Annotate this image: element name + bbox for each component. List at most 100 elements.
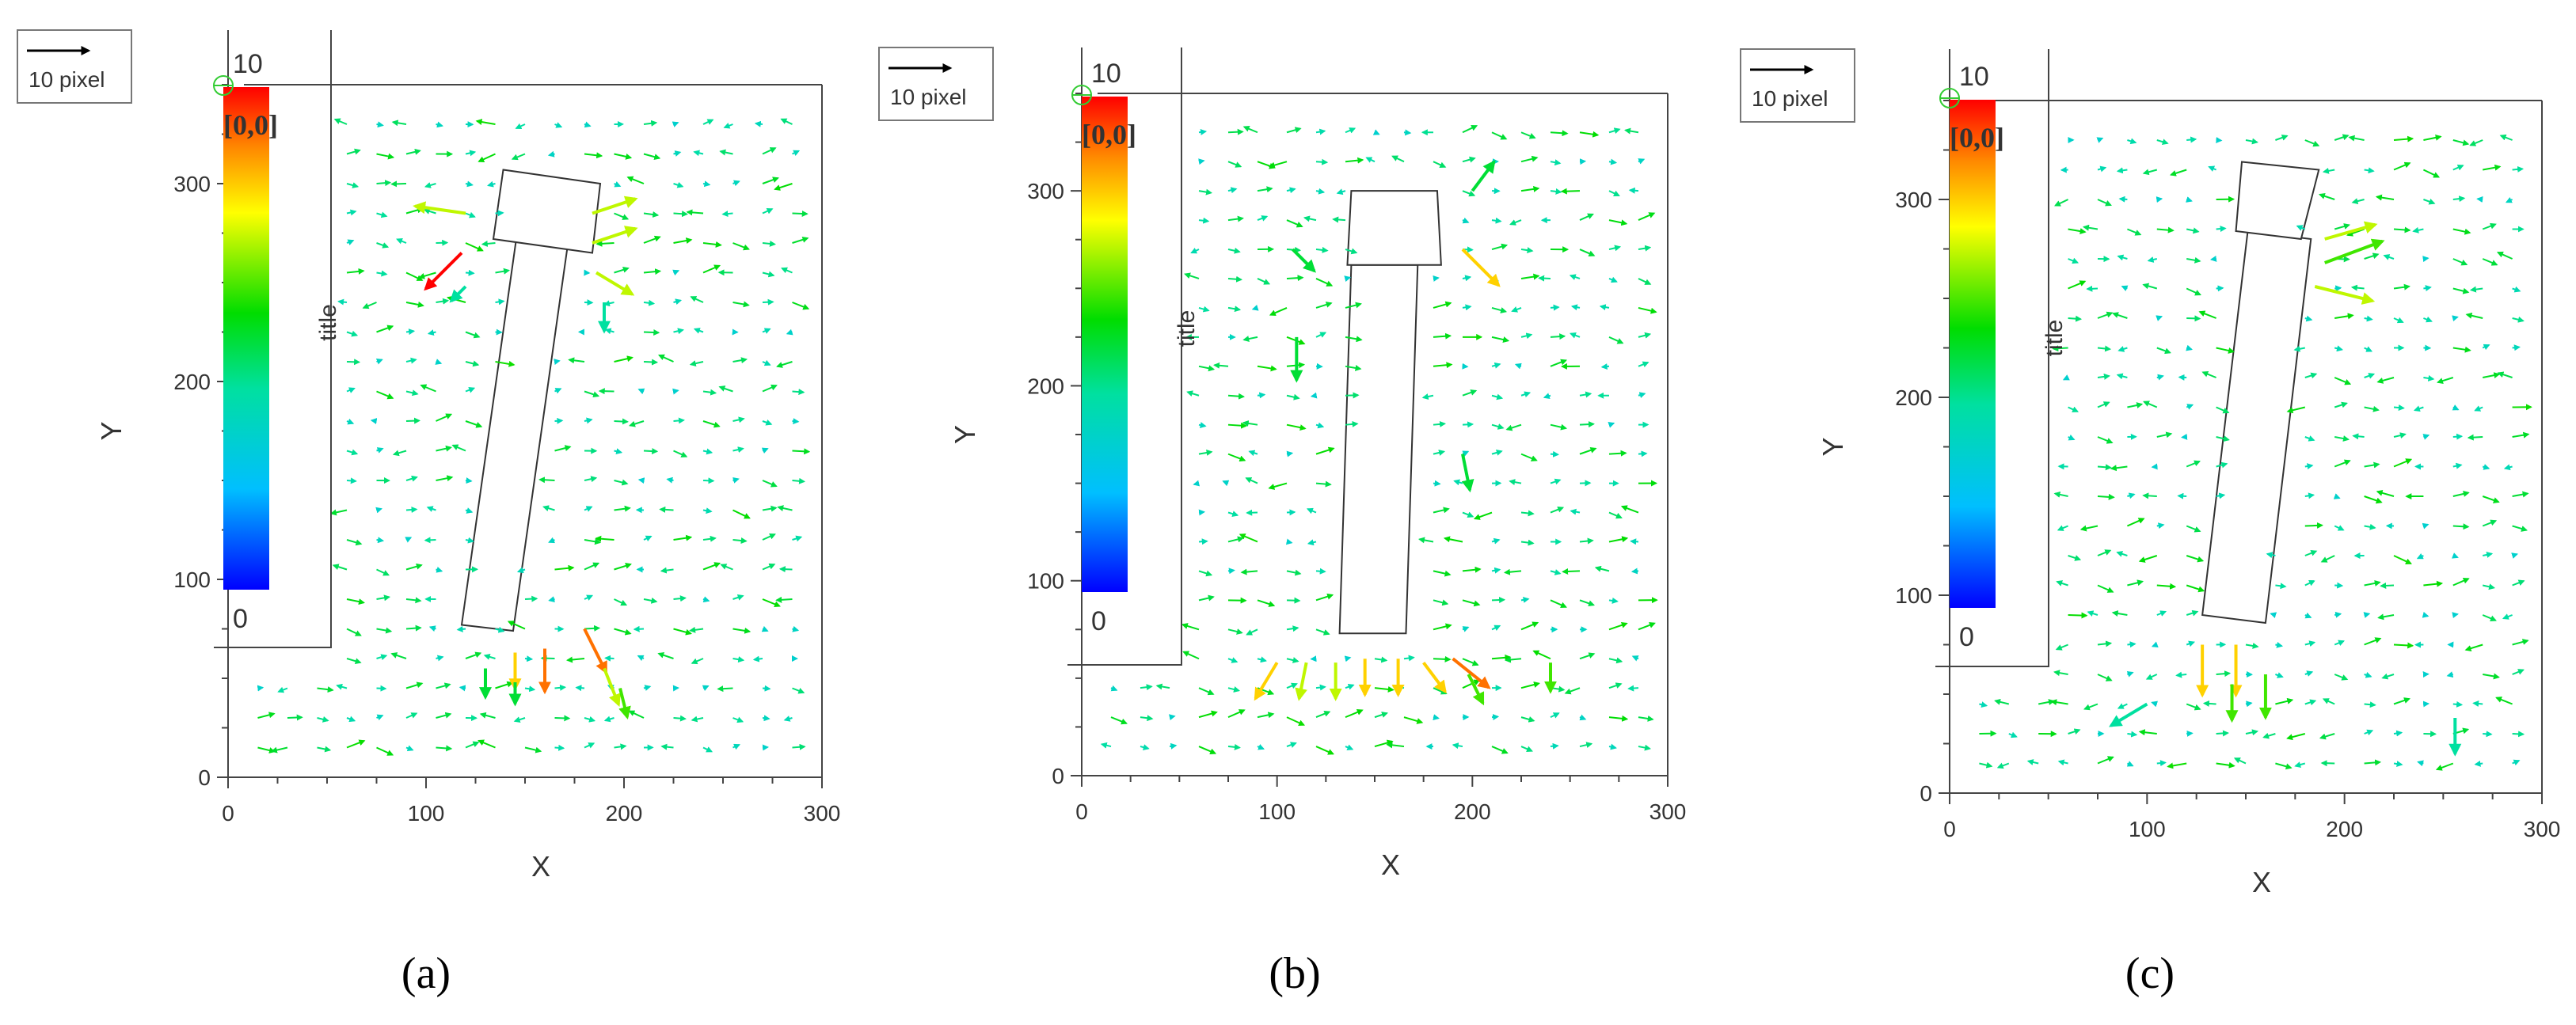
flow-vector [1403, 716, 1424, 724]
flow-vector [1257, 365, 1277, 372]
flow-vector [1570, 508, 1581, 515]
flow-vector [1286, 127, 1302, 134]
flow-vector [1257, 215, 1269, 222]
flow-vector [2364, 671, 2372, 678]
panel-label: (c) [2125, 949, 2175, 998]
flow-vector [2422, 611, 2430, 618]
flow-vector [702, 535, 717, 542]
flow-vector [1979, 761, 1993, 769]
flow-vector [1227, 187, 1238, 194]
flow-vector [2086, 285, 2098, 292]
flow-vector [2464, 643, 2483, 651]
flow-vector [792, 625, 800, 632]
flow-vector [2175, 671, 2187, 678]
flow-vector [2412, 226, 2424, 233]
flow-vector [614, 153, 633, 160]
flow-vector [2393, 730, 2403, 737]
flow-vector [584, 476, 598, 483]
flow-vector [436, 745, 453, 752]
flow-vector [2097, 674, 2113, 681]
flow-vector [1240, 568, 1258, 575]
flow-vector [405, 301, 424, 308]
reference-vector-label: 10 pixel [1752, 86, 1828, 111]
strong-vector [1295, 662, 1308, 701]
flow-vector [1268, 161, 1288, 169]
flow-vector [666, 476, 674, 484]
flow-vector [637, 655, 645, 662]
flow-vector [2393, 432, 2407, 439]
flow-vector [1227, 393, 1246, 400]
flow-vector [2423, 580, 2444, 587]
flow-vector [1332, 216, 1346, 223]
flow-vector [2334, 345, 2343, 352]
flow-vector [1345, 364, 1362, 371]
flow-vector [405, 563, 423, 571]
flow-vector [2422, 434, 2430, 440]
flow-vector [1198, 129, 1208, 135]
flow-vector [1579, 652, 1596, 660]
flow-vector [1608, 276, 1618, 283]
flow-vector [1462, 599, 1481, 607]
flow-vector [702, 746, 713, 753]
flow-vector [1242, 420, 1258, 427]
flow-vector [2304, 435, 2315, 442]
flow-vector [465, 420, 483, 428]
colorbar [1082, 97, 1128, 592]
strong-vector [2109, 702, 2148, 727]
flow-vector [1520, 596, 1530, 603]
flow-vector [2293, 345, 2305, 352]
object-body [1338, 264, 1419, 635]
flow-vector [1491, 217, 1502, 224]
flow-vector [2156, 583, 2177, 590]
flow-vector [2127, 492, 2136, 499]
flow-vector [2097, 549, 2112, 556]
flow-vector [673, 715, 687, 722]
flow-vector [643, 120, 658, 127]
flow-vector [2216, 347, 2235, 354]
flow-vector [1631, 655, 1639, 662]
flow-vector [1239, 533, 1258, 543]
flow-vector [1579, 131, 1600, 138]
flow-vector [2286, 406, 2306, 414]
flow-vector [1213, 362, 1229, 369]
flow-vector [1608, 682, 1623, 689]
flow-vector [2482, 519, 2498, 527]
flow-vector [1345, 248, 1358, 255]
x-tick-label: 300 [804, 801, 841, 826]
flow-vector [643, 535, 653, 542]
flow-vector [1996, 762, 2010, 769]
flow-vector [732, 627, 751, 634]
flow-vector [1198, 450, 1213, 456]
flow-vector [2270, 612, 2277, 618]
flow-vector [2334, 525, 2345, 531]
flow-vector [2127, 579, 2144, 587]
flow-vector [507, 621, 526, 630]
flow-vector [2186, 196, 2193, 203]
flow-vector [391, 120, 407, 127]
flow-vector [1579, 213, 1594, 221]
y-tick-label: 100 [173, 568, 211, 592]
flow-vector [2068, 315, 2083, 322]
flow-vector [2186, 555, 2205, 563]
flow-vector [1579, 742, 1593, 749]
flow-vector [1315, 684, 1326, 691]
flow-vector [2304, 372, 2318, 379]
flow-vector [673, 328, 684, 335]
x-tick-label: 0 [1075, 799, 1088, 824]
flow-vector [2452, 287, 2470, 294]
flow-vector [762, 715, 771, 722]
flow-vector [2186, 730, 2194, 737]
flow-vector [2053, 199, 2069, 207]
flow-vector [614, 563, 632, 571]
flow-vector [2423, 198, 2436, 205]
flow-vector [783, 716, 793, 722]
flow-vector [2275, 672, 2284, 678]
flow-vector [1315, 593, 1334, 602]
flow-vector [511, 153, 526, 161]
flow-vector [2364, 729, 2374, 736]
flow-vector [2452, 462, 2463, 469]
flow-vector [1307, 539, 1317, 546]
flow-vector [2112, 312, 2128, 319]
flow-vector [1452, 742, 1463, 750]
